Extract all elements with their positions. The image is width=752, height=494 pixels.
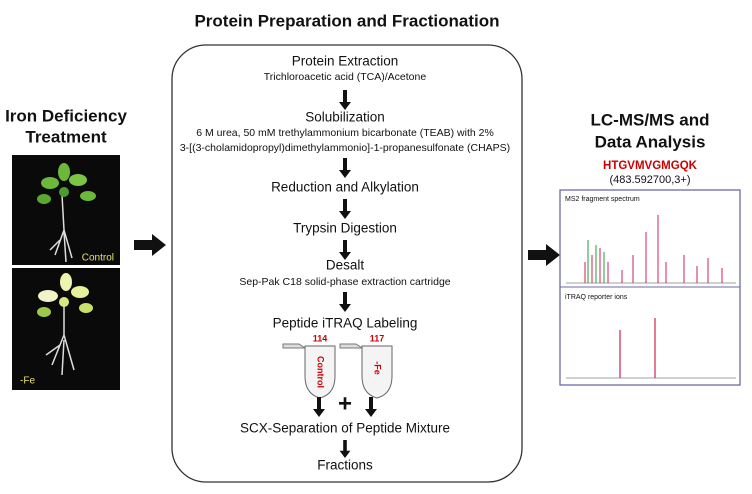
right-title: Data Analysis [595,132,706,151]
panel-title: iTRAQ reporter ions [565,294,628,301]
arrow [339,158,351,178]
tube-number: 117 [370,333,385,343]
step-title: Peptide iTRAQ Labeling [273,316,418,331]
spectrum-panel: MS2 fragment spectrum iTRAQ reporter ion… [559,189,741,386]
plus: + [338,390,352,417]
center-title: Protein Preparation and Fractionation [194,11,499,30]
step-title: Trypsin Digestion [293,221,397,236]
arrow [339,90,351,110]
step-title: Solubilization [305,110,385,125]
arrow [339,199,351,219]
arrow [528,244,560,266]
photo-label: -Fe [20,376,35,387]
tube-117: 117 -Fe [339,333,393,399]
panel-title: MS2 fragment spectrum [565,196,640,203]
arrow [365,397,377,417]
step-title: Fractions [317,458,373,473]
tube-number: 114 [313,333,328,343]
step-title: Desalt [326,258,365,273]
arrow [339,440,351,458]
tube-label: -Fe [373,361,383,375]
photo-control: Control [12,155,120,265]
step-detail: 3-[(3-cholamidopropyl)dimethylammonio]-1… [180,142,510,154]
photo-label: Control [82,253,114,264]
step-title: Reduction and Alkylation [271,180,419,195]
left-title: Iron Deficiency [5,106,127,125]
tube-label: Control [316,356,326,388]
arrow [313,397,325,417]
step-title: SCX-Separation of Peptide Mixture [240,421,450,436]
tube-114: 114 Control [282,333,336,399]
precursor: (483.592700,3+) [609,174,690,186]
step-detail: Sep-Pak C18 solid-phase extraction cartr… [239,276,450,288]
step-detail: 6 M urea, 50 mM trethylammonium bicarbon… [196,127,494,139]
arrow [134,234,166,256]
peptide: HTGVMVGMGQK [603,160,698,172]
left-title: Treatment [25,127,107,146]
step-title: Protein Extraction [292,54,399,69]
step-detail: Trichloroacetic acid (TCA)/Acetone [264,71,427,83]
arrow [339,292,351,312]
photo-fe: -Fe [12,268,120,390]
right-title: LC-MS/MS and [591,110,710,129]
process-box [171,44,523,483]
